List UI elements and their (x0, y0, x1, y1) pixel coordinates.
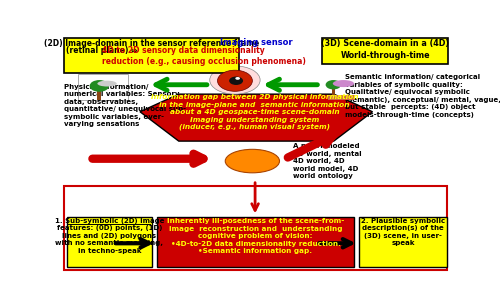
Text: Information gap between 2D physical information
in the image-plane and  semantic: Information gap between 2D physical info… (150, 94, 358, 115)
Ellipse shape (98, 81, 117, 87)
Circle shape (229, 77, 243, 85)
Text: Imaging sensor: Imaging sensor (220, 38, 292, 47)
Ellipse shape (210, 66, 260, 94)
FancyBboxPatch shape (64, 38, 239, 73)
Text: Imaging understanding system
(inducer, e.g., human visual system): Imaging understanding system (inducer, e… (179, 117, 330, 131)
Text: Physical information/
numerical variables: Sensory
data, observables,
quantitati: Physical information/ numerical variable… (64, 84, 186, 127)
Text: (2D) Image-domain in the sensor reference frame: (2D) Image-domain in the sensor referenc… (44, 39, 259, 48)
Text: Inherently ill-posedness of the scene-from-
image  reconstruction and  understan: Inherently ill-posedness of the scene-fr… (167, 218, 344, 254)
Text: (3D) Scene-domain in a (4D)
World-through-time: (3D) Scene-domain in a (4D) World-throug… (321, 39, 449, 59)
Polygon shape (140, 94, 372, 141)
FancyBboxPatch shape (322, 38, 448, 64)
FancyBboxPatch shape (64, 186, 448, 270)
Ellipse shape (333, 80, 354, 87)
Circle shape (236, 77, 240, 80)
Bar (98, 91, 101, 100)
Text: A priori modeled
4D world, mental
4D world, 4D
world model, 4D
world ontology: A priori modeled 4D world, mental 4D wor… (293, 143, 362, 179)
Circle shape (90, 80, 109, 92)
Circle shape (218, 70, 252, 91)
FancyBboxPatch shape (156, 217, 354, 267)
Text: 2. Plausible symbolic
description(s) of the
(3D) scene, in user-
speak: 2. Plausible symbolic description(s) of … (361, 218, 445, 246)
FancyBboxPatch shape (78, 74, 128, 100)
Circle shape (326, 80, 341, 89)
FancyBboxPatch shape (67, 217, 152, 267)
FancyBboxPatch shape (359, 217, 448, 267)
Ellipse shape (225, 149, 280, 173)
Bar (332, 88, 335, 96)
Text: Semantic information/ categorical
variables of symbolic quality:
Qualitative/ eq: Semantic information/ categorical variab… (346, 74, 500, 118)
Text: (retinal plane) ⇔: (retinal plane) ⇔ (66, 45, 143, 55)
Text: 1. Sub-symbolic (2D) image
features: (0D) points, (1D)
lines and (2D) polygons
w: 1. Sub-symbolic (2D) image features: (0D… (54, 218, 164, 254)
Text: 4D to 2D sensory data dimensionality
reduction (e.g., causing occlusion phenomen: 4D to 2D sensory data dimensionality red… (102, 45, 306, 66)
Bar (328, 95, 355, 100)
